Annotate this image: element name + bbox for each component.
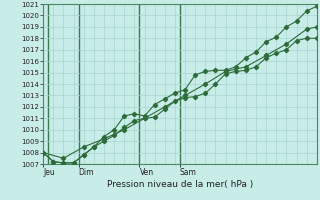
X-axis label: Pression niveau de la mer( hPa ): Pression niveau de la mer( hPa ): [107, 180, 253, 189]
